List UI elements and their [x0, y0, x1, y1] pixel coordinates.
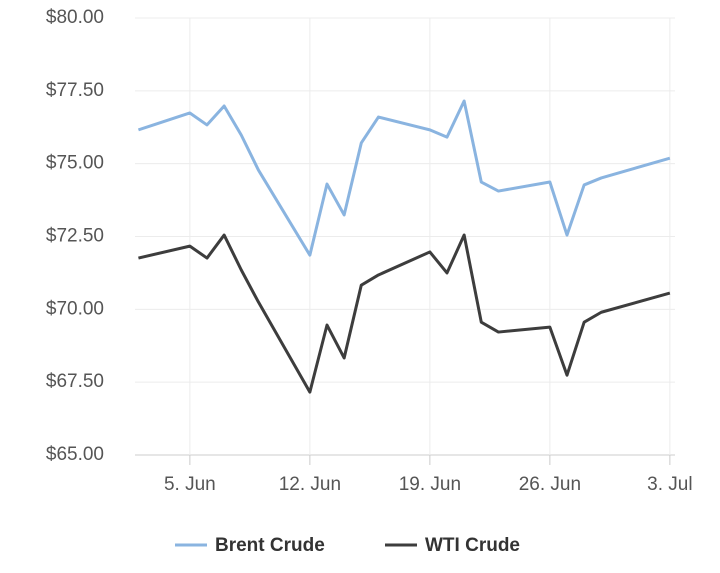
y-tick-label: $67.50: [46, 371, 104, 392]
legend-label: Brent Crude: [215, 535, 325, 556]
x-tick-label: 26. Jun: [519, 474, 581, 495]
x-tick-label: 19. Jun: [399, 474, 461, 495]
y-tick-label: $72.50: [46, 226, 104, 247]
y-tick-label: $77.50: [46, 80, 104, 101]
legend-label: WTI Crude: [425, 535, 520, 556]
x-tick-label: 5. Jun: [164, 474, 216, 495]
y-tick-label: $65.00: [46, 444, 104, 465]
x-tick-label: 3. Jul: [647, 474, 692, 495]
y-tick-label: $75.00: [46, 153, 104, 174]
line: [138, 233, 671, 394]
y-tick-label: $70.00: [46, 298, 104, 319]
line: [137, 99, 671, 257]
x-tick-label: 12. Jun: [279, 474, 341, 495]
y-tick-label: $80.00: [46, 7, 104, 28]
